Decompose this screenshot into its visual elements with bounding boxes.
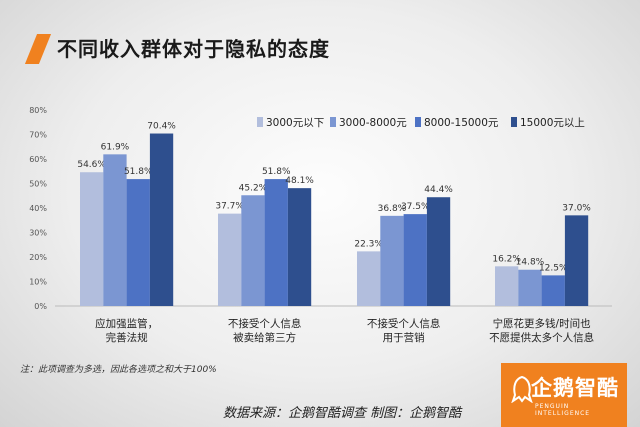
data-label: 37.7% — [215, 202, 244, 212]
category-label: 应加强监管， — [95, 317, 158, 330]
y-tick-label: 50% — [29, 180, 47, 189]
data-label: 51.8% — [124, 167, 153, 177]
legend-label: 3000元以下 — [266, 117, 324, 129]
legend-swatch — [257, 117, 263, 127]
data-label: 37.5% — [401, 202, 430, 212]
bar — [218, 213, 242, 306]
data-label: 12.5% — [539, 263, 568, 273]
bar — [380, 215, 404, 306]
data-label: 51.8% — [262, 167, 291, 177]
brand-logo: 企鹅智酷 PENGUIN INTELLIGENCE — [501, 363, 627, 427]
data-label: 37.0% — [562, 203, 591, 213]
y-tick-label: 60% — [29, 155, 47, 164]
data-label: 22.3% — [354, 239, 383, 249]
legend-swatch — [415, 117, 421, 127]
bar — [241, 195, 265, 306]
category-label: 完善法规 — [106, 331, 148, 344]
bar — [103, 154, 127, 306]
y-tick-label: 40% — [29, 204, 47, 213]
data-label: 36.8% — [378, 204, 407, 214]
y-tick-label: 80% — [29, 106, 47, 115]
bar — [426, 197, 451, 306]
bar — [495, 266, 519, 306]
bar — [564, 215, 589, 306]
legend-swatch — [511, 117, 517, 127]
data-label: 54.6% — [77, 160, 106, 170]
data-label: 14.8% — [516, 258, 545, 268]
logo-subtitle: PENGUIN INTELLIGENCE — [535, 403, 591, 417]
bar — [357, 251, 381, 306]
bar — [126, 179, 150, 306]
data-label: 48.1% — [285, 176, 314, 186]
category-label: 宁愿花更多钱/时间也 — [493, 317, 591, 330]
y-tick-label: 10% — [29, 278, 47, 287]
data-label: 61.9% — [101, 142, 130, 152]
chart-title: 不同收入群体对于隐私的态度 — [57, 37, 330, 61]
bar — [264, 179, 288, 306]
data-label: 16.2% — [492, 254, 521, 264]
bar — [403, 214, 427, 306]
category-label: 不接受个人信息 — [367, 317, 441, 330]
legend-swatch — [330, 117, 336, 127]
legend-label: 15000元以上 — [520, 117, 585, 129]
bar — [149, 133, 174, 306]
data-label: 45.2% — [239, 183, 268, 193]
category-label: 用于营销 — [383, 331, 425, 344]
y-tick-label: 70% — [29, 131, 47, 140]
bar — [287, 188, 312, 306]
legend-label: 3000-8000元 — [339, 117, 407, 129]
data-source: 数据来源：企鹅智酷调查 制图：企鹅智酷 — [223, 406, 462, 421]
legend-label: 8000-15000元 — [424, 117, 499, 129]
data-label: 44.4% — [424, 185, 453, 195]
category-label: 不愿提供太多个人信息 — [489, 331, 594, 344]
logo-text: 企鹅智酷 — [531, 376, 619, 400]
data-label: 70.4% — [147, 122, 176, 132]
footnote: 注：此项调查为多选，因此各选项之和大于100% — [20, 365, 217, 375]
bar — [80, 172, 104, 306]
y-tick-label: 0% — [34, 302, 47, 311]
y-tick-label: 30% — [29, 229, 47, 238]
penguin-icon — [511, 375, 533, 403]
y-tick-label: 20% — [29, 253, 47, 262]
category-label: 不接受个人信息 — [228, 317, 302, 330]
category-label: 被卖给第三方 — [233, 331, 296, 344]
bar — [541, 275, 565, 306]
bar — [518, 269, 542, 306]
